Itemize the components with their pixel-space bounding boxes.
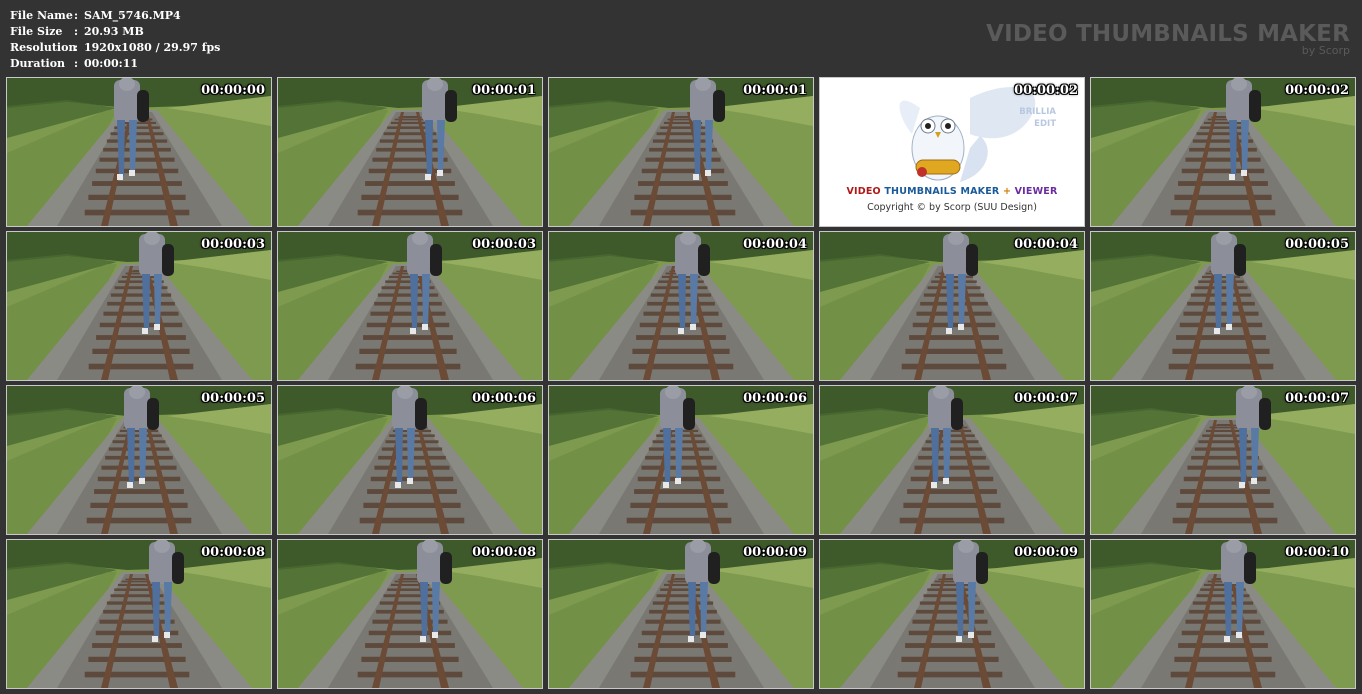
- thumbnail-timestamp: 00:00:03: [201, 237, 265, 252]
- thumbnail-timestamp: 00:00:04: [1014, 237, 1078, 252]
- promo-product-word: +: [1002, 186, 1012, 197]
- promo-product-word: THUMBNAILS MAKER: [884, 186, 1000, 197]
- video-thumbnail[interactable]: 00:00:03: [6, 231, 272, 381]
- promo-side-text: BRILLIA EDIT: [1019, 106, 1056, 130]
- railway-scene-image: [1091, 386, 1355, 534]
- railway-scene-image: [7, 78, 271, 226]
- info-separator: :: [74, 57, 79, 70]
- video-thumbnail[interactable]: 00:00:01: [277, 77, 543, 227]
- video-thumbnail[interactable]: 00:00:08: [277, 539, 543, 689]
- video-thumbnail[interactable]: 00:00:06: [277, 385, 543, 535]
- video-thumbnail[interactable]: 00:00:05: [6, 385, 272, 535]
- info-separator: :: [74, 41, 79, 54]
- info-key: Duration: [10, 57, 66, 70]
- file-info-panel: File Name : SAM_5746.MP4 File Size : 20.…: [10, 8, 220, 72]
- railway-scene-image: [549, 386, 813, 534]
- thumbnail-timestamp: 00:00:08: [472, 545, 536, 560]
- promo-product-word: VIEWER: [1014, 186, 1058, 197]
- railway-scene-image: [549, 540, 813, 688]
- thumbnail-timestamp: 00:00:07: [1014, 391, 1078, 406]
- info-value-duration: 00:00:11: [84, 57, 139, 70]
- railway-scene-image: [278, 386, 542, 534]
- video-thumbnail[interactable]: 00:00:05: [1090, 231, 1356, 381]
- video-thumbnail[interactable]: 00:00:07: [819, 385, 1085, 535]
- info-key: File Size: [10, 25, 63, 38]
- info-value-resolution: 1920x1080 / 29.97 fps: [84, 41, 221, 54]
- thumbnail-grid: 00:00:00 00:00:01: [6, 77, 1356, 689]
- video-thumbnail[interactable]: 00:00:03: [277, 231, 543, 381]
- thumbnail-timestamp: 00:00:05: [1285, 237, 1349, 252]
- railway-scene-image: [7, 386, 271, 534]
- railway-scene-image: [7, 540, 271, 688]
- promo-side-line: EDIT: [1034, 119, 1056, 129]
- thumbnail-timestamp: 00:00:07: [1285, 391, 1349, 406]
- video-thumbnail[interactable]: 00:00:10: [1090, 539, 1356, 689]
- thumbnail-timestamp: 00:00:01: [472, 83, 536, 98]
- thumbnail-timestamp: 00:00:01: [743, 83, 807, 98]
- thumbnail-timestamp: 00:00:10: [1285, 545, 1349, 560]
- thumbnail-timestamp: 00:00:06: [743, 391, 807, 406]
- thumbnail-timestamp: 00:00:09: [743, 545, 807, 560]
- railway-scene-image: [278, 232, 542, 380]
- railway-scene-image: [820, 232, 1084, 380]
- owl-logo-image: [820, 78, 1084, 226]
- thumbnail-timestamp: 00:00:09: [1014, 545, 1078, 560]
- railway-scene-image: [549, 78, 813, 226]
- railway-scene-image: [7, 232, 271, 380]
- brand-title: VIDEO THUMBNAILS MAKER: [986, 21, 1350, 47]
- info-row-duration: Duration : 00:00:11: [10, 56, 220, 72]
- thumbnail-timestamp: 00:00:02: [1285, 83, 1349, 98]
- video-thumbnail[interactable]: 00:00:04: [548, 231, 814, 381]
- video-thumbnail[interactable]: 00:00:09: [819, 539, 1085, 689]
- video-thumbnail[interactable]: 00:00:06: [548, 385, 814, 535]
- thumbnail-timestamp: 00:00:06: [472, 391, 536, 406]
- thumbnail-timestamp: 00:00:00: [201, 83, 265, 98]
- video-thumbnail[interactable]: 00:00:02: [1090, 77, 1356, 227]
- thumbnail-timestamp: 00:00:03: [472, 237, 536, 252]
- thumbnail-timestamp: 00:00:02: [1014, 83, 1078, 98]
- promo-product-word: VIDEO: [846, 186, 881, 197]
- video-thumbnail[interactable]: 00:00:07: [1090, 385, 1356, 535]
- brand-watermark: VIDEO THUMBNAILS MAKER by Scorp: [986, 20, 1350, 56]
- railway-scene-image: [278, 78, 542, 226]
- thumbnail-timestamp: 00:00:04: [743, 237, 807, 252]
- railway-scene-image: [1091, 232, 1355, 380]
- railway-scene-image: [549, 232, 813, 380]
- thumbnail-timestamp: 00:00:05: [201, 391, 265, 406]
- info-row-file-name: File Name : SAM_5746.MP4: [10, 8, 220, 24]
- video-thumbnail[interactable]: 00:00:04: [819, 231, 1085, 381]
- info-row-resolution: Resolution : 1920x1080 / 29.97 fps: [10, 40, 220, 56]
- info-separator: :: [74, 9, 79, 22]
- railway-scene-image: [1091, 540, 1355, 688]
- railway-scene-image: [278, 540, 542, 688]
- promo-copyright: Copyright © by Scorp (SUU Design): [867, 202, 1037, 213]
- railway-scene-image: [820, 540, 1084, 688]
- promo-product-name: VIDEO THUMBNAILS MAKER + VIEWER: [820, 186, 1084, 197]
- video-thumbnail[interactable]: 00:00:09: [548, 539, 814, 689]
- promo-thumbnail[interactable]: BRILLIA EDIT VIDEO THUMBNAILS MAKER + VIEW…: [819, 77, 1085, 227]
- brand-subtitle: by Scorp: [1301, 44, 1350, 57]
- info-row-file-size: File Size : 20.93 MB: [10, 24, 220, 40]
- promo-side-line: BRILLIA: [1019, 107, 1056, 117]
- video-thumbnail[interactable]: 00:00:01: [548, 77, 814, 227]
- thumbnail-timestamp: 00:00:08: [201, 545, 265, 560]
- railway-scene-image: [820, 386, 1084, 534]
- info-separator: :: [74, 25, 79, 38]
- video-thumbnail[interactable]: 00:00:08: [6, 539, 272, 689]
- info-key: File Name: [10, 9, 73, 22]
- railway-scene-image: [1091, 78, 1355, 226]
- video-thumbnail[interactable]: 00:00:00: [6, 77, 272, 227]
- info-key: Resolution: [10, 41, 77, 54]
- info-value-file-name: SAM_5746.MP4: [84, 9, 181, 22]
- info-value-file-size: 20.93 MB: [84, 25, 144, 38]
